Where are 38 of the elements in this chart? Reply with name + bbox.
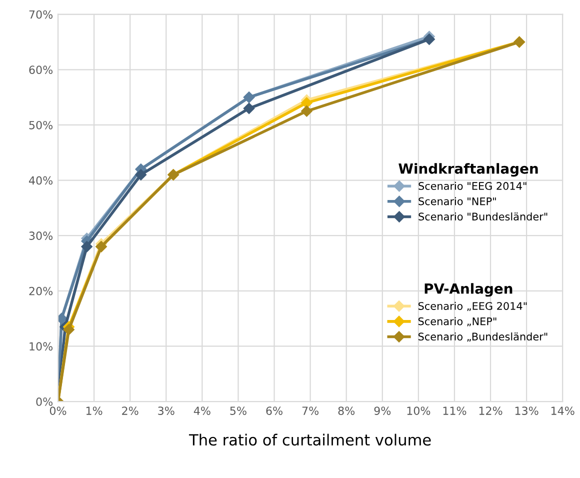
x-tick-label: 2% bbox=[122, 406, 138, 415]
x-tick-label: 6% bbox=[266, 406, 282, 415]
legend-label: Scenario "Bundesländer" bbox=[418, 212, 548, 220]
x-tick-label: 4% bbox=[194, 406, 210, 415]
point bbox=[81, 241, 92, 252]
x-tick-label: 5% bbox=[230, 406, 246, 415]
point bbox=[301, 97, 312, 108]
y-tick-label: 40% bbox=[28, 176, 53, 185]
y-tick-label: 20% bbox=[29, 286, 53, 296]
x-tick-label: 14% bbox=[551, 406, 574, 415]
y-tick-label: 50% bbox=[29, 120, 53, 130]
legend-label: Scenario „NEP" bbox=[418, 317, 496, 326]
point bbox=[63, 324, 74, 336]
x-tick-label: 13% bbox=[515, 406, 538, 415]
point bbox=[135, 169, 147, 180]
y-tick-label: 0% bbox=[36, 397, 53, 406]
legend-title: Windkraftanlagen bbox=[398, 163, 538, 177]
legend-label: Scenario "EEG 2014" bbox=[418, 182, 526, 190]
legend-label: Scenario "NEP" bbox=[418, 197, 496, 206]
point bbox=[243, 102, 255, 114]
x-tick-label: 12% bbox=[479, 406, 502, 415]
y-tick-label: 10% bbox=[30, 342, 53, 351]
legend-label: Scenario „EEG 2014" bbox=[418, 302, 527, 312]
x-axis-title: The ratio of curtailment volume bbox=[188, 434, 431, 446]
x-tick-label: 1% bbox=[86, 406, 102, 415]
legend-label: Scenario „Bundesländer" bbox=[418, 332, 548, 342]
x-tick-label: 8% bbox=[338, 406, 355, 415]
y-tick-label: 30% bbox=[29, 232, 53, 240]
x-tick-label: 3% bbox=[158, 406, 174, 415]
annotation: PV-Anlagen bbox=[424, 283, 512, 297]
x-tick-label: 0% bbox=[50, 406, 66, 415]
x-tick-label: 7% bbox=[302, 406, 318, 415]
point bbox=[301, 106, 312, 117]
y-tick-label: 70% bbox=[29, 10, 53, 19]
y-tick-label: 60% bbox=[29, 66, 53, 74]
x-tick-label: 9% bbox=[374, 406, 391, 415]
x-tick-label: 11% bbox=[443, 406, 466, 415]
x-tick-label: 10% bbox=[407, 406, 430, 415]
